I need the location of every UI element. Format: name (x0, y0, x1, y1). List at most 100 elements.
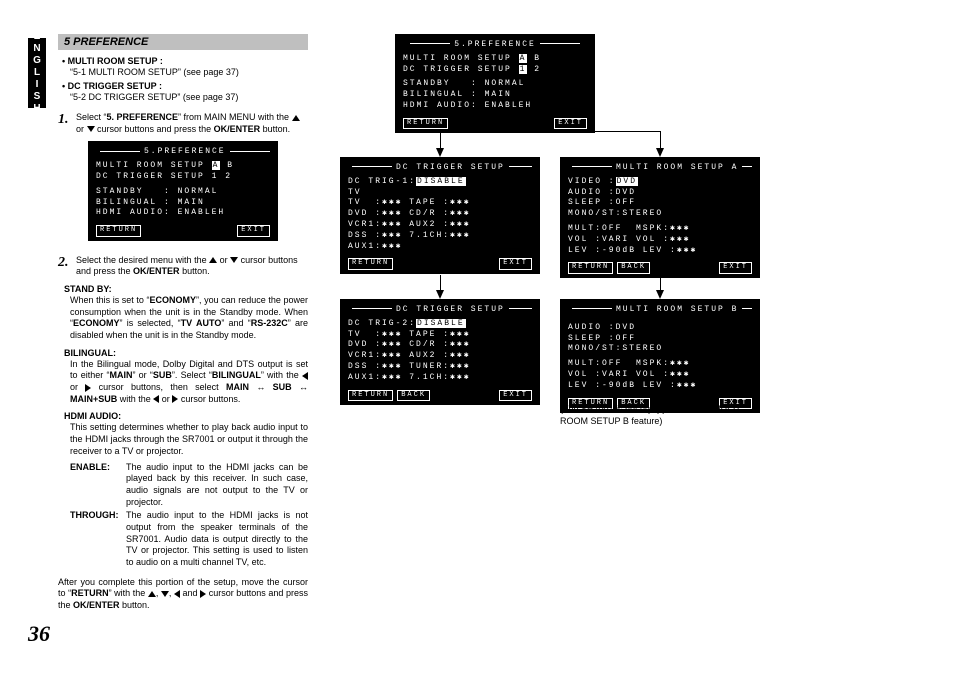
osd-row: DSS :✱✱✱ 7.1CH:✱✱✱ (348, 231, 532, 242)
language-tab: ENGLISH (28, 38, 46, 108)
hdmi-enable-body: The audio input to the HDMI jacks can be… (126, 462, 308, 509)
osd-row: DC TRIGGER SETUP 1 2 (403, 65, 587, 76)
step-1-body: Select “5. PREFERENCE” from MAIN MENU wi… (76, 112, 308, 135)
osd-row: MONO/ST:STEREO (568, 344, 752, 355)
osd-row: BILINGUAL : MAIN (403, 90, 587, 101)
osd-row: TV :✱✱✱ TAPE :✱✱✱ (348, 198, 532, 209)
osd-row: DC TRIGGER SETUP 1 2 (96, 172, 270, 183)
hdmi-head: HDMI AUDIO: (64, 411, 308, 421)
hdmi-enable: ENABLE: The audio input to the HDMI jack… (70, 462, 308, 509)
osd-return-button[interactable]: RETURN (348, 390, 393, 401)
osd-back-button[interactable]: BACK (617, 262, 650, 273)
osd-row: MONO/ST:STEREO (568, 209, 752, 220)
osd-exit-button[interactable]: EXIT (554, 118, 587, 129)
arrow-connector (594, 131, 660, 132)
step-2: 2. Select the desired menu with the or c… (58, 255, 308, 278)
osd-row: VOL :VARI VOL :✱✱✱ (568, 370, 752, 381)
left-column: 5 PREFERENCE • MULTI ROOM SETUP : “5-1 M… (58, 34, 308, 612)
down-arrow-icon (656, 290, 664, 299)
osd-exit-button[interactable]: EXIT (499, 258, 532, 269)
multiroom-b-caption: (The SR7001 is not equipped with the MUL… (560, 404, 745, 427)
osd-row: MULTI ROOM SETUP A B (96, 161, 270, 172)
osd-return-button[interactable]: RETURN (403, 118, 448, 129)
osd-row: AUX1:✱✱✱ (348, 242, 532, 253)
up-arrow-icon (209, 257, 217, 263)
arrow-connector (440, 131, 441, 149)
step-1-num: 1. (58, 112, 76, 135)
down-arrow-icon (230, 257, 238, 263)
osd-row: STANDBY : NORMAL (403, 79, 587, 90)
page-number: 36 (28, 621, 50, 647)
down-arrow-icon (161, 591, 169, 597)
left-arrow-icon (302, 372, 308, 380)
step-1: 1. Select “5. PREFERENCE” from MAIN MENU… (58, 112, 308, 135)
osd-row: VIDEO :DVD (568, 177, 752, 188)
osd-row: LEV :-90dB LEV :✱✱✱ (568, 246, 752, 257)
osd-dctrigger-2: DC TRIGGER SETUP DC TRIG-2:DISABLE TV :✱… (340, 299, 540, 405)
bullet-dctrigger-sub: “5-2 DC TRIGGER SETUP” (see page 37) (70, 92, 308, 102)
osd-row: VCR1:✱✱✱ AUX2 :✱✱✱ (348, 220, 532, 231)
standby-head: STAND BY: (64, 284, 308, 294)
osd-title: MULTI ROOM SETUP A (568, 163, 752, 174)
section-header: 5 PREFERENCE (58, 34, 308, 50)
bullet-multiroom: • MULTI ROOM SETUP : (62, 56, 308, 66)
hdmi-through-body: The audio input to the HDMI jacks is not… (126, 510, 308, 568)
closing-paragraph: After you complete this portion of the s… (58, 577, 308, 612)
osd-row: DC TRIG-2:DISABLE (348, 319, 532, 330)
osd-preference-top: 5.PREFERENCE MULTI ROOM SETUP A B DC TRI… (395, 34, 595, 133)
osd-row: DVD :✱✱✱ CD/R :✱✱✱ (348, 209, 532, 220)
osd-title: DC TRIGGER SETUP (348, 163, 532, 174)
osd-exit-button[interactable]: EXIT (719, 262, 752, 273)
down-arrow-icon (436, 290, 444, 299)
osd-row: SLEEP :OFF (568, 334, 752, 345)
arrow-connector (660, 275, 661, 291)
osd-row: MULT:OFF MSPK:✱✱✱ (568, 224, 752, 235)
osd-row: VCR1:✱✱✱ AUX2 :✱✱✱ (348, 351, 532, 362)
osd-title: MULTI ROOM SETUP B (568, 305, 752, 316)
bullet-dctrigger: • DC TRIGGER SETUP : (62, 81, 308, 91)
osd-return-button[interactable]: RETURN (96, 225, 141, 236)
osd-row: DVD :✱✱✱ CD/R :✱✱✱ (348, 340, 532, 351)
osd-row: LEV :-90dB LEV :✱✱✱ (568, 381, 752, 392)
standby-body: When this is set to “ECONOMY”, you can r… (70, 295, 308, 342)
osd-row: HDMI AUDIO: ENABLEH (96, 208, 270, 219)
osd-row: BILINGUAL : MAIN (96, 198, 270, 209)
osd-return-button[interactable]: RETURN (348, 258, 393, 269)
osd-exit-button[interactable]: EXIT (499, 390, 532, 401)
osd-row: MULTI ROOM SETUP A B (403, 54, 587, 65)
down-arrow-icon (656, 148, 664, 157)
up-arrow-icon (148, 591, 156, 597)
bullet-multiroom-sub: “5-1 MULTI ROOM SETUP” (see page 37) (70, 67, 308, 77)
osd-row: STANDBY : NORMAL (96, 187, 270, 198)
osd-row: AUDIO :DVD (568, 188, 752, 199)
step-2-body: Select the desired menu with the or curs… (76, 255, 308, 278)
osd-multiroom-b: MULTI ROOM SETUP B AUDIO :DVD SLEEP :OFF… (560, 299, 760, 413)
osd-back-button[interactable]: BACK (397, 390, 430, 401)
hdmi-through: THROUGH: The audio input to the HDMI jac… (70, 510, 308, 568)
bilingual-head: BILINGUAL: (64, 348, 308, 358)
osd-exit-button[interactable]: EXIT (237, 225, 270, 236)
hdmi-through-label: THROUGH: (70, 510, 126, 568)
down-arrow-icon (436, 148, 444, 157)
osd-preference-left: 5.PREFERENCE MULTI ROOM SETUP A B DC TRI… (88, 141, 278, 240)
osd-return-button[interactable]: RETURN (568, 262, 613, 273)
osd-row: HDMI AUDIO: ENABLEH (403, 101, 587, 112)
osd-row: SLEEP :OFF (568, 198, 752, 209)
hdmi-enable-label: ENABLE: (70, 462, 126, 509)
osd-row: MULT:OFF MSPK:✱✱✱ (568, 359, 752, 370)
osd-row: AUDIO :DVD (568, 323, 752, 334)
osd-dctrigger-1: DC TRIGGER SETUP DC TRIG-1:DISABLE TV TV… (340, 157, 540, 274)
osd-title: 5.PREFERENCE (96, 147, 270, 158)
osd-multiroom-a: MULTI ROOM SETUP A VIDEO :DVD AUDIO :DVD… (560, 157, 760, 278)
up-arrow-icon (292, 115, 300, 121)
osd-row: AUX1:✱✱✱ 7.1CH:✱✱✱ (348, 373, 532, 384)
osd-title: 5.PREFERENCE (403, 40, 587, 51)
osd-row: DSS :✱✱✱ TUNER:✱✱✱ (348, 362, 532, 373)
bilingual-body: In the Bilingual mode, Dolby Digital and… (70, 359, 308, 406)
step-2-num: 2. (58, 255, 76, 278)
osd-row: DC TRIG-1:DISABLE (348, 177, 532, 188)
osd-row: VOL :VARI VOL :✱✱✱ (568, 235, 752, 246)
arrow-connector (440, 275, 441, 291)
hdmi-intro: This setting determines whether to play … (70, 422, 308, 457)
arrow-connector (660, 131, 661, 149)
